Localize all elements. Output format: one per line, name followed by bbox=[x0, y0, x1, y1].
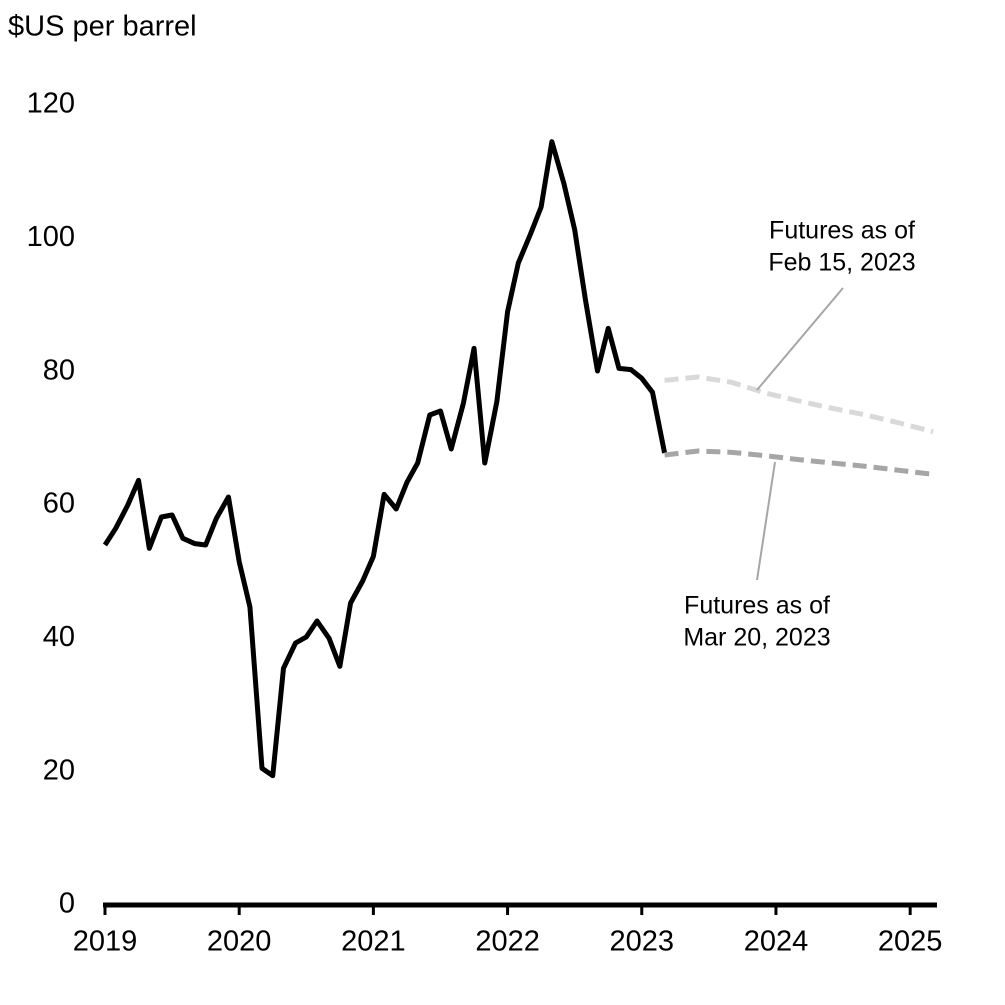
y-tick-label: 40 bbox=[43, 621, 75, 653]
y-tick-label: 20 bbox=[43, 754, 75, 786]
y-axis-label: $US per barrel bbox=[8, 11, 197, 43]
y-tick-label: 120 bbox=[27, 88, 75, 120]
annotation-text: Feb 15, 2023 bbox=[768, 249, 915, 277]
x-tick-label: 2020 bbox=[207, 926, 272, 958]
x-tick-label: 2025 bbox=[878, 926, 943, 958]
x-tick-label: 2022 bbox=[475, 926, 540, 958]
line-series bbox=[664, 374, 934, 435]
x-tick-label: 2024 bbox=[744, 926, 809, 958]
line-series bbox=[664, 448, 934, 477]
annotation-text: Futures as of bbox=[684, 592, 830, 620]
y-tick-label: 0 bbox=[59, 888, 75, 920]
y-tick-label: 80 bbox=[43, 354, 75, 386]
x-tick-label: 2021 bbox=[341, 926, 406, 958]
line-series bbox=[102, 139, 668, 779]
annotation-leader bbox=[756, 287, 844, 391]
y-tick-label: 60 bbox=[43, 488, 75, 520]
y-tick-label: 100 bbox=[27, 221, 75, 253]
annotation-text: Mar 20, 2023 bbox=[683, 624, 830, 652]
x-tick-label: 2023 bbox=[610, 926, 675, 958]
annotation-text: Futures as of bbox=[769, 217, 915, 245]
x-tick-label: 2019 bbox=[73, 926, 138, 958]
annotation-leader bbox=[756, 461, 776, 581]
